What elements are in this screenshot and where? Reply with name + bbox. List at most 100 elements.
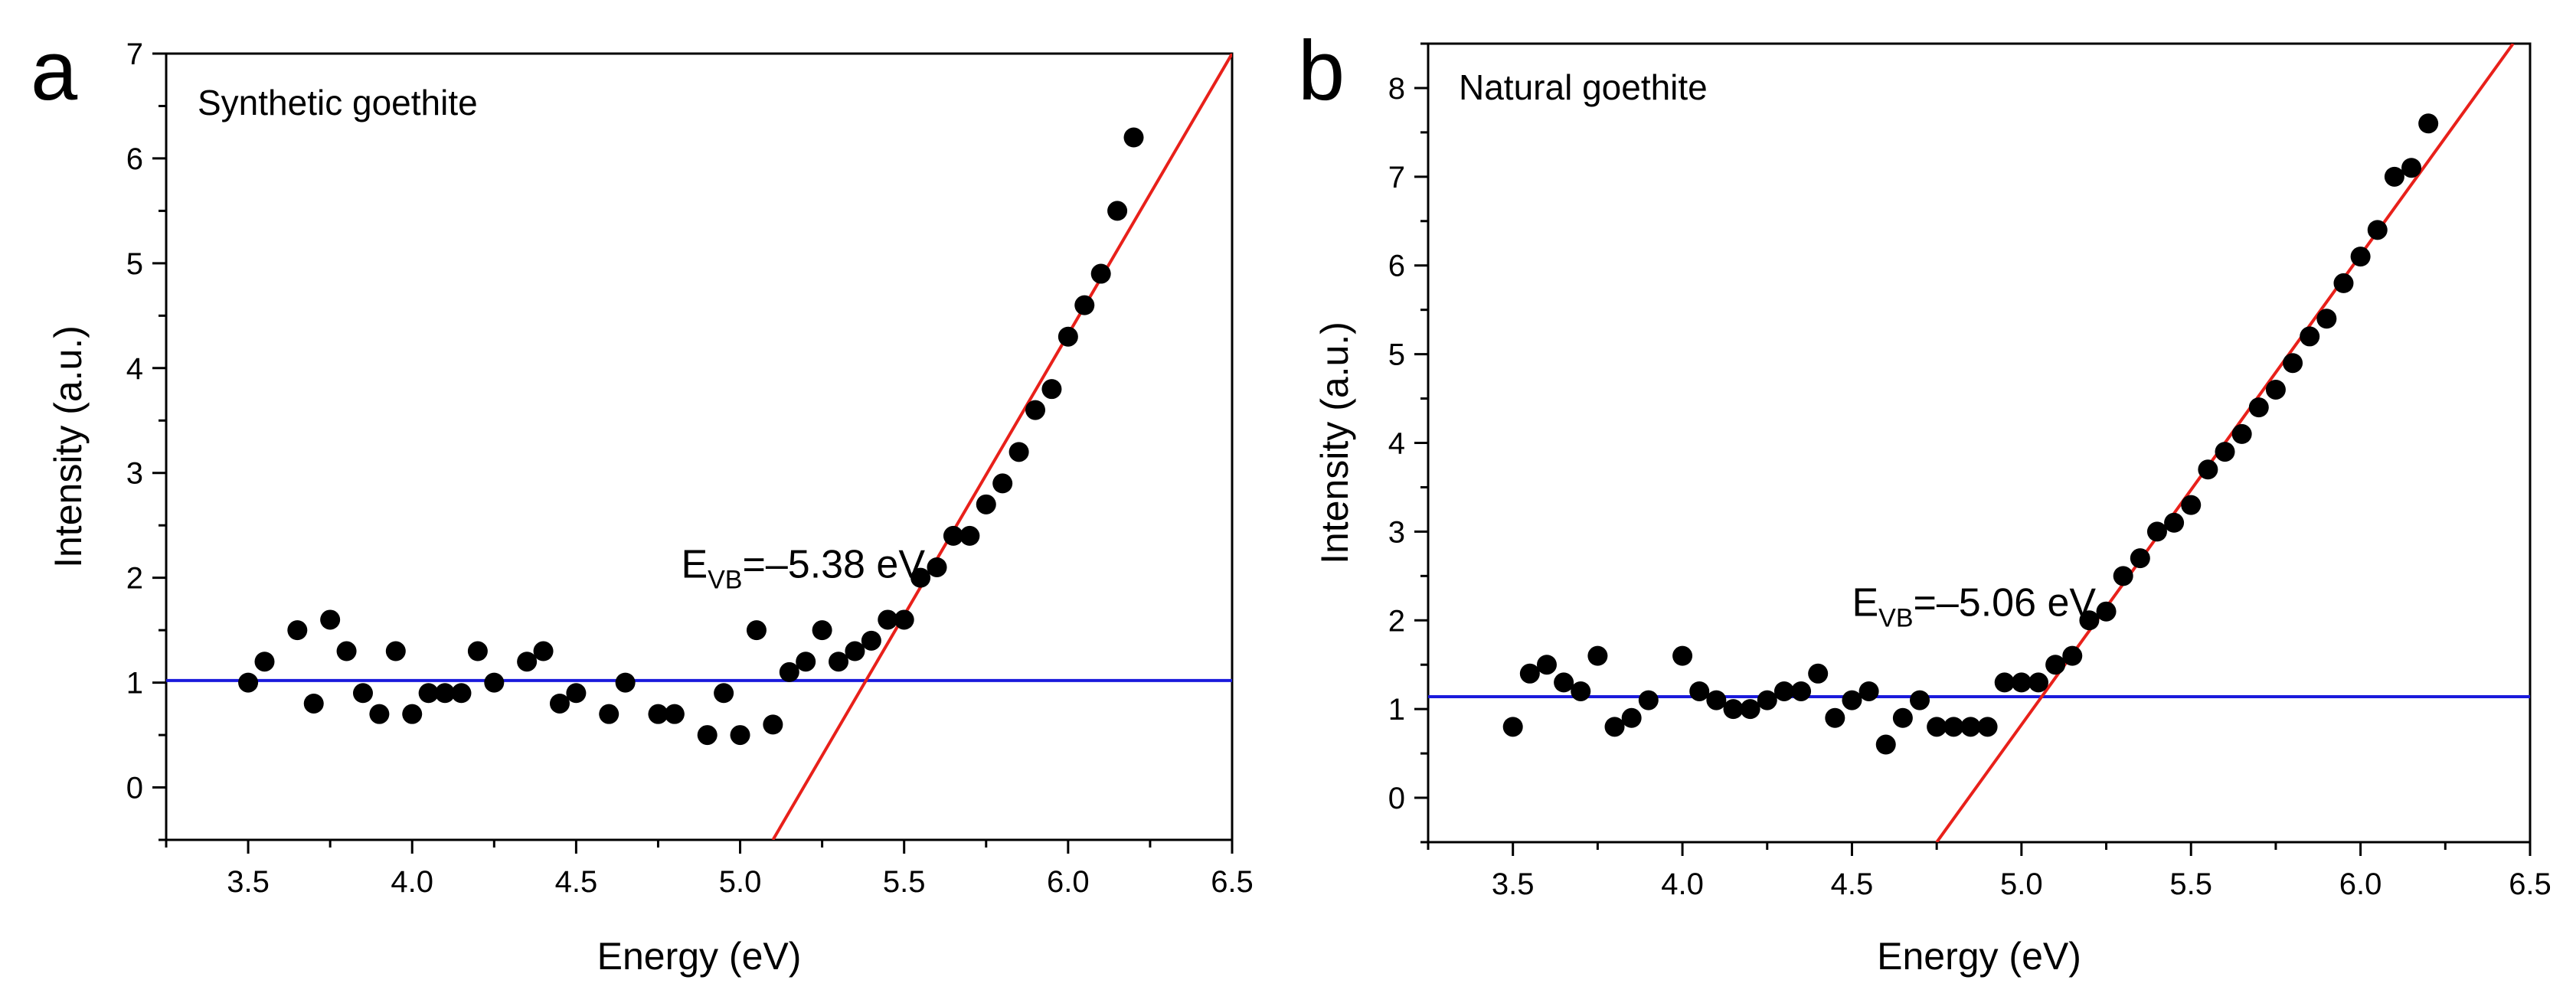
data-point bbox=[352, 683, 373, 704]
data-point bbox=[1757, 690, 1777, 710]
y-tick-label: 8 bbox=[1388, 72, 1405, 106]
x-tick-label: 4.0 bbox=[391, 865, 433, 899]
data-point bbox=[1689, 681, 1710, 701]
data-point bbox=[1604, 717, 1625, 737]
data-point bbox=[648, 704, 669, 724]
data-point bbox=[1502, 717, 1523, 737]
data-point bbox=[2215, 442, 2235, 462]
data-point bbox=[894, 609, 914, 630]
data-point bbox=[2265, 379, 2286, 400]
x-tick-label: 3.5 bbox=[1492, 867, 1535, 901]
data-point bbox=[959, 525, 980, 546]
data-point bbox=[2045, 655, 2066, 675]
data-point bbox=[779, 661, 799, 682]
data-point bbox=[2350, 247, 2371, 267]
data-point bbox=[1825, 707, 1845, 728]
data-point bbox=[1571, 681, 1591, 701]
x-tick-label: 6.5 bbox=[2509, 867, 2551, 901]
data-point bbox=[714, 683, 734, 704]
data-point bbox=[976, 494, 996, 514]
data-point bbox=[418, 683, 439, 704]
data-point bbox=[927, 557, 947, 577]
data-point bbox=[2181, 495, 2202, 515]
y-tick-label: 7 bbox=[126, 38, 143, 71]
data-point bbox=[451, 683, 472, 704]
y-tick-label: 4 bbox=[1388, 427, 1405, 461]
data-point bbox=[2146, 521, 2167, 542]
data-point bbox=[664, 704, 685, 724]
evb-annotation: EVB=–5.38 eV bbox=[681, 543, 925, 595]
evb-value: =–5.06 eV bbox=[1914, 580, 2097, 625]
data-point bbox=[1587, 645, 1608, 666]
data-point bbox=[2231, 423, 2252, 444]
data-point bbox=[763, 714, 783, 735]
data-point bbox=[1706, 690, 1727, 710]
data-point bbox=[878, 609, 898, 630]
x-tick-label: 6.0 bbox=[2339, 867, 2382, 901]
data-point bbox=[303, 693, 324, 714]
data-point bbox=[1074, 295, 1095, 315]
data-point bbox=[549, 693, 570, 714]
data-point bbox=[1123, 127, 1144, 148]
data-point bbox=[2011, 672, 2032, 693]
data-point bbox=[2384, 166, 2404, 187]
data-point bbox=[2367, 220, 2388, 240]
y-tick-label: 6 bbox=[126, 142, 143, 176]
x-tick-label: 5.5 bbox=[2169, 867, 2212, 901]
data-point bbox=[2164, 512, 2185, 533]
data-point bbox=[484, 672, 505, 693]
panel-letter: b bbox=[1298, 24, 1345, 118]
linear-fit-line bbox=[771, 54, 1232, 840]
evb-symbol: E bbox=[681, 543, 708, 587]
data-point bbox=[1808, 663, 1829, 684]
data-point bbox=[812, 620, 832, 641]
data-point bbox=[1621, 707, 1642, 728]
data-point bbox=[1058, 326, 1078, 347]
x-tick-label: 5.5 bbox=[883, 865, 926, 899]
data-point bbox=[845, 641, 865, 661]
data-point bbox=[861, 630, 881, 651]
data-point bbox=[1977, 717, 1998, 737]
data-point bbox=[2316, 309, 2337, 329]
data-point bbox=[796, 652, 816, 672]
data-point bbox=[2248, 397, 2269, 418]
data-point bbox=[1773, 681, 1794, 701]
y-tick-label: 3 bbox=[126, 457, 143, 491]
y-tick-label: 7 bbox=[1388, 161, 1405, 194]
x-tick-label: 4.5 bbox=[555, 865, 598, 899]
data-point bbox=[615, 672, 636, 693]
panel-b-natural-goethite: 3.5 4.0 4.5 5.0 5.5 6.0 6.5 0 1 2 3 4 5 6 7 8 Energy (eV… bbox=[1298, 24, 2551, 978]
x-tick-label: 4.5 bbox=[1831, 867, 1874, 901]
data-point bbox=[2198, 459, 2218, 480]
data-point bbox=[1910, 690, 1930, 710]
data-point bbox=[2079, 610, 2100, 631]
data-point bbox=[2062, 645, 2083, 666]
data-point bbox=[1672, 645, 1693, 666]
plot-frame bbox=[165, 52, 1234, 841]
data-point bbox=[1554, 672, 1574, 693]
data-point bbox=[566, 683, 587, 704]
data-point bbox=[2401, 158, 2422, 178]
y-tick-label: 3 bbox=[1388, 515, 1405, 549]
data-point bbox=[385, 641, 406, 661]
data-point bbox=[435, 683, 456, 704]
y-axis-title: Intensity (a.u.) bbox=[47, 325, 90, 568]
y-tick-label: 1 bbox=[1388, 693, 1405, 727]
data-point bbox=[2418, 113, 2439, 134]
data-point bbox=[599, 704, 619, 724]
data-point bbox=[1791, 681, 1812, 701]
x-axis-title: Energy (eV) bbox=[1877, 935, 2081, 978]
data-point bbox=[1025, 400, 1046, 420]
data-point bbox=[992, 473, 1013, 494]
data-point bbox=[1536, 655, 1557, 675]
data-point bbox=[2283, 353, 2303, 374]
data-point bbox=[1638, 690, 1659, 710]
data-point bbox=[746, 620, 767, 641]
data-point bbox=[1107, 201, 1128, 221]
data-point bbox=[697, 725, 718, 746]
y-tick-label: 2 bbox=[126, 562, 143, 596]
data-point bbox=[829, 652, 849, 672]
chart-title: Natural goethite bbox=[1459, 67, 1708, 107]
data-point bbox=[1090, 263, 1111, 284]
